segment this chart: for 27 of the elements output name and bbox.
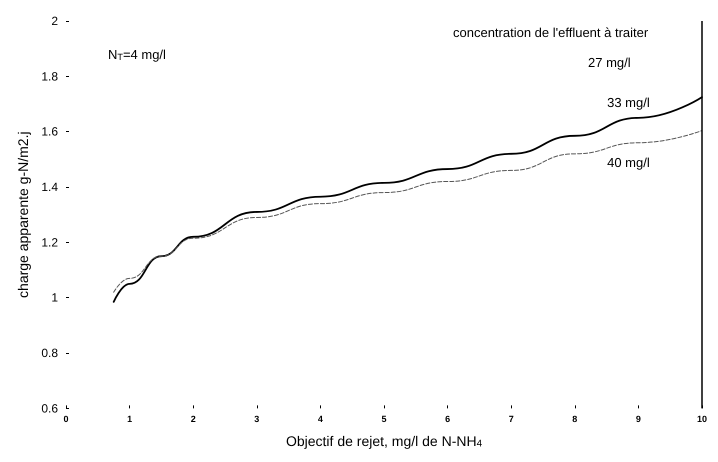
x-tick-label: 0 bbox=[63, 414, 69, 424]
x-axis-title: Objectif de rejet, mg/l de N-NH4 bbox=[286, 433, 483, 450]
y-tick-label: 0.8 bbox=[41, 346, 58, 360]
y-tick-label: 1.2 bbox=[41, 235, 58, 250]
y-tick-label: 1.6 bbox=[41, 124, 58, 139]
annotation: 27 mg/l bbox=[588, 55, 631, 70]
x-tick-label: 6 bbox=[445, 414, 450, 424]
x-tick-label: 8 bbox=[572, 414, 578, 424]
annotation: concentration de l'effluent à traiter bbox=[453, 25, 649, 40]
x-tick-label: 5 bbox=[381, 414, 387, 424]
x-tick-label: 2 bbox=[190, 414, 196, 424]
y-tick-label: 1.4 bbox=[41, 180, 58, 194]
annotation: NT=4 mg/l bbox=[108, 47, 166, 62]
series-label: 33 mg/l bbox=[607, 94, 650, 110]
x-tick-label: 1 bbox=[127, 414, 132, 424]
x-tick-label: 3 bbox=[254, 414, 260, 424]
y-axis-title: charge apparente g-N/m2.j bbox=[15, 131, 31, 298]
series-label: 40 mg/l bbox=[607, 154, 650, 170]
x-tick-label: 10 bbox=[696, 414, 707, 424]
line-series bbox=[113, 130, 702, 293]
x-tick-label: 4 bbox=[318, 414, 323, 424]
y-tick-label: 0.6 bbox=[41, 401, 58, 416]
y-tick-label: 1 bbox=[51, 290, 58, 305]
x-tick-label: 9 bbox=[636, 414, 641, 424]
y-tick-label: 2 bbox=[51, 14, 58, 28]
x-tick-label: 7 bbox=[508, 414, 514, 424]
y-tick-label: 1.8 bbox=[41, 69, 58, 84]
